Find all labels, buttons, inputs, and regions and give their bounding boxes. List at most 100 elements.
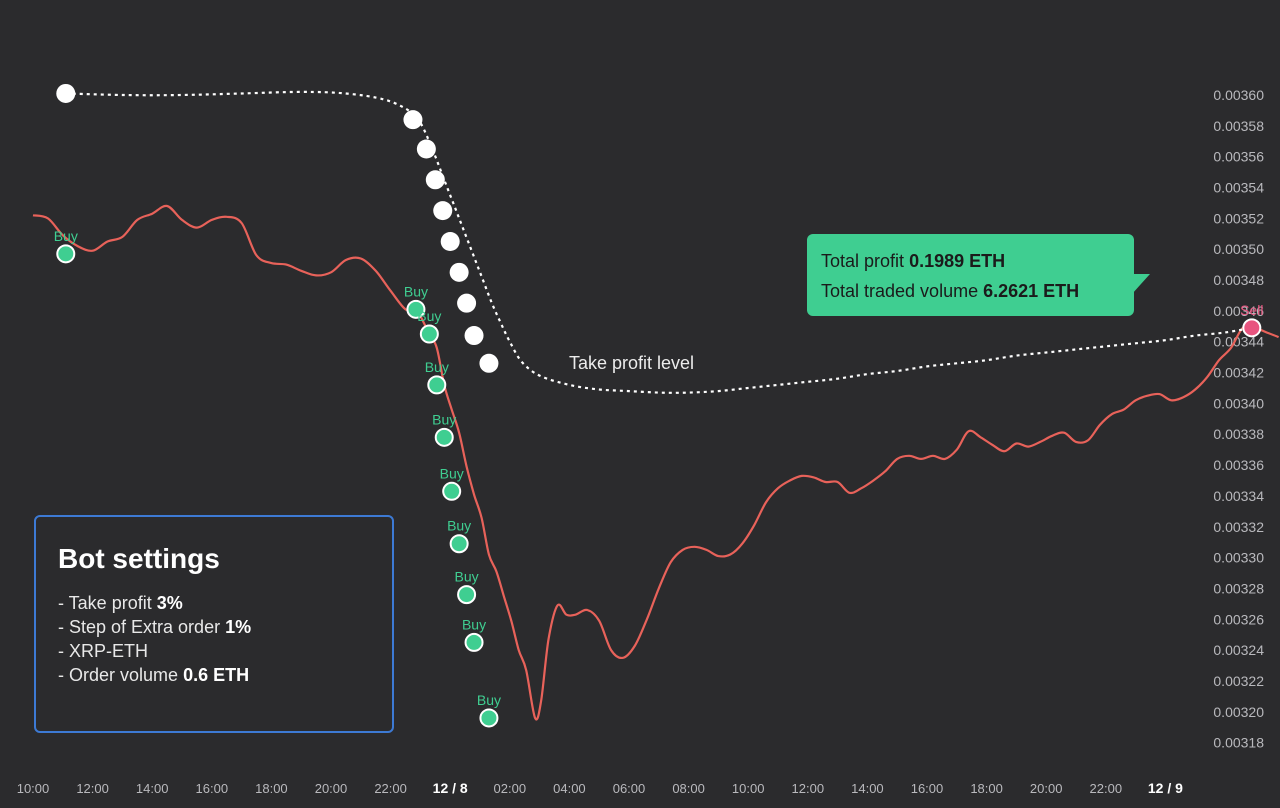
x-tick-label: 20:00 xyxy=(1030,781,1063,796)
buy-order-point xyxy=(457,585,477,605)
x-tick-label: 12 / 9 xyxy=(1148,780,1183,796)
total-volume-value: 6.2621 ETH xyxy=(983,281,1080,301)
y-tick-label: 0.00320 xyxy=(1213,704,1264,720)
y-tick-label: 0.00326 xyxy=(1213,611,1264,627)
y-tick-label: 0.00324 xyxy=(1213,642,1264,658)
y-tick-label: 0.00346 xyxy=(1213,303,1264,319)
y-tick-label: 0.00350 xyxy=(1213,241,1264,257)
x-tick-label: 02:00 xyxy=(494,781,527,796)
x-tick-label: 18:00 xyxy=(255,781,288,796)
y-axis: 0.00360 0.00358 0.00356 0.00354 0.00352 0.003… xyxy=(1213,87,1264,751)
y-tick-label: 0.00338 xyxy=(1213,426,1264,442)
y-tick-label: 0.00330 xyxy=(1213,550,1264,566)
x-tick-label: 04:00 xyxy=(553,781,586,796)
y-tick-label: 0.00358 xyxy=(1213,118,1264,134)
setting-value: 1% xyxy=(225,617,252,637)
x-tick-label: 06:00 xyxy=(613,781,646,796)
setting-order-volume: - Order volume 0.6 ETH xyxy=(58,663,370,687)
buy-order-label: Buy xyxy=(477,692,501,708)
x-tick-label: 20:00 xyxy=(315,781,348,796)
take-profit-dot xyxy=(403,110,423,130)
buy-order-label: Buy xyxy=(425,359,449,375)
buy-orders: Buy Buy Buy Buy Buy Buy Buy Buy Buy Buy xyxy=(54,228,501,728)
y-tick-label: 0.00348 xyxy=(1213,272,1264,288)
take-profit-dot xyxy=(464,326,484,346)
setting-label: - Order volume xyxy=(58,665,179,685)
buy-order-point xyxy=(464,632,484,652)
buy-order-label: Buy xyxy=(417,308,441,324)
y-tick-label: 0.00332 xyxy=(1213,519,1264,535)
x-tick-label: 10:00 xyxy=(732,781,765,796)
take-profit-line xyxy=(65,90,1252,394)
x-tick-label: 12:00 xyxy=(76,781,109,796)
buy-order-label: Buy xyxy=(54,228,78,244)
y-tick-label: 0.00318 xyxy=(1213,735,1264,751)
x-tick-label: 12 / 8 xyxy=(433,780,468,796)
buy-order-label: Buy xyxy=(440,465,464,481)
buy-order-label: Buy xyxy=(462,616,486,632)
sell-order: Sell xyxy=(1240,302,1263,338)
y-tick-label: 0.00344 xyxy=(1213,334,1264,350)
y-tick-label: 0.00352 xyxy=(1213,210,1264,226)
setting-label: - Step of Extra order xyxy=(58,617,221,637)
buy-order-label: Buy xyxy=(432,411,456,427)
take-profit-annotation: Take profit level xyxy=(569,353,694,373)
price-line xyxy=(32,204,1280,721)
setting-value: 0.6 ETH xyxy=(183,665,250,685)
x-tick-label: 14:00 xyxy=(851,781,884,796)
x-tick-label: 12:00 xyxy=(792,781,825,796)
y-tick-label: 0.00328 xyxy=(1213,580,1264,596)
x-tick-label: 22:00 xyxy=(374,781,407,796)
buy-order-point xyxy=(449,534,469,554)
setting-value: 3% xyxy=(156,593,183,613)
sell-order-point xyxy=(1242,318,1262,338)
bot-settings-title: Bot settings xyxy=(58,543,220,574)
x-axis: 10:00 12:00 14:00 16:00 18:00 20:00 22:00 12 / … xyxy=(17,780,1183,796)
buy-order-label: Buy xyxy=(447,518,471,534)
y-tick-label: 0.00354 xyxy=(1213,180,1264,196)
y-tick-label: 0.00336 xyxy=(1213,457,1264,473)
y-tick-label: 0.00356 xyxy=(1213,149,1264,165)
bot-settings-panel: Bot settings - Take profit 3% - Step of … xyxy=(34,515,394,733)
y-tick-label: 0.00322 xyxy=(1213,673,1264,689)
buy-order-point xyxy=(434,427,454,447)
setting-take-profit: - Take profit 3% xyxy=(58,591,370,615)
take-profit-dot xyxy=(479,353,499,373)
setting-pair: - XRP-ETH xyxy=(58,639,370,663)
buy-order-point xyxy=(419,324,439,344)
take-profit-dots xyxy=(56,83,499,373)
buy-order-label: Buy xyxy=(455,569,479,585)
x-tick-label: 16:00 xyxy=(911,781,944,796)
total-profit-line: Total profit 0.1989 ETH xyxy=(821,246,1120,276)
total-profit-label: Total profit xyxy=(821,251,905,271)
buy-order-point xyxy=(427,375,447,395)
x-tick-label: 14:00 xyxy=(136,781,169,796)
x-tick-label: 08:00 xyxy=(672,781,705,796)
x-tick-label: 18:00 xyxy=(970,781,1003,796)
buy-order-point xyxy=(442,481,462,501)
buy-order-point xyxy=(406,299,426,319)
y-tick-label: 0.00342 xyxy=(1213,365,1264,381)
y-tick-label: 0.00340 xyxy=(1213,395,1264,411)
x-tick-label: 22:00 xyxy=(1090,781,1123,796)
setting-label: - Take profit xyxy=(58,593,152,613)
x-tick-label: 10:00 xyxy=(17,781,50,796)
setting-step-extra-order: - Step of Extra order 1% xyxy=(58,615,370,639)
take-profit-dot xyxy=(433,201,453,221)
buy-order-point xyxy=(56,244,76,264)
take-profit-dot xyxy=(440,231,460,251)
total-volume-line: Total traded volume 6.2621 ETH xyxy=(821,276,1120,306)
x-tick-label: 16:00 xyxy=(196,781,229,796)
sell-order-label: Sell xyxy=(1240,302,1263,318)
y-tick-label: 0.00360 xyxy=(1213,87,1264,103)
buy-order-point xyxy=(479,708,499,728)
take-profit-dot xyxy=(425,170,445,190)
setting-label: - XRP-ETH xyxy=(58,641,148,661)
y-tick-label: 0.00334 xyxy=(1213,488,1264,504)
take-profit-dot xyxy=(449,262,469,282)
bot-settings-list: - Take profit 3% - Step of Extra order 1… xyxy=(58,591,370,687)
take-profit-dot xyxy=(56,83,76,103)
total-profit-value: 0.1989 ETH xyxy=(909,251,1006,271)
total-volume-label: Total traded volume xyxy=(821,281,979,301)
